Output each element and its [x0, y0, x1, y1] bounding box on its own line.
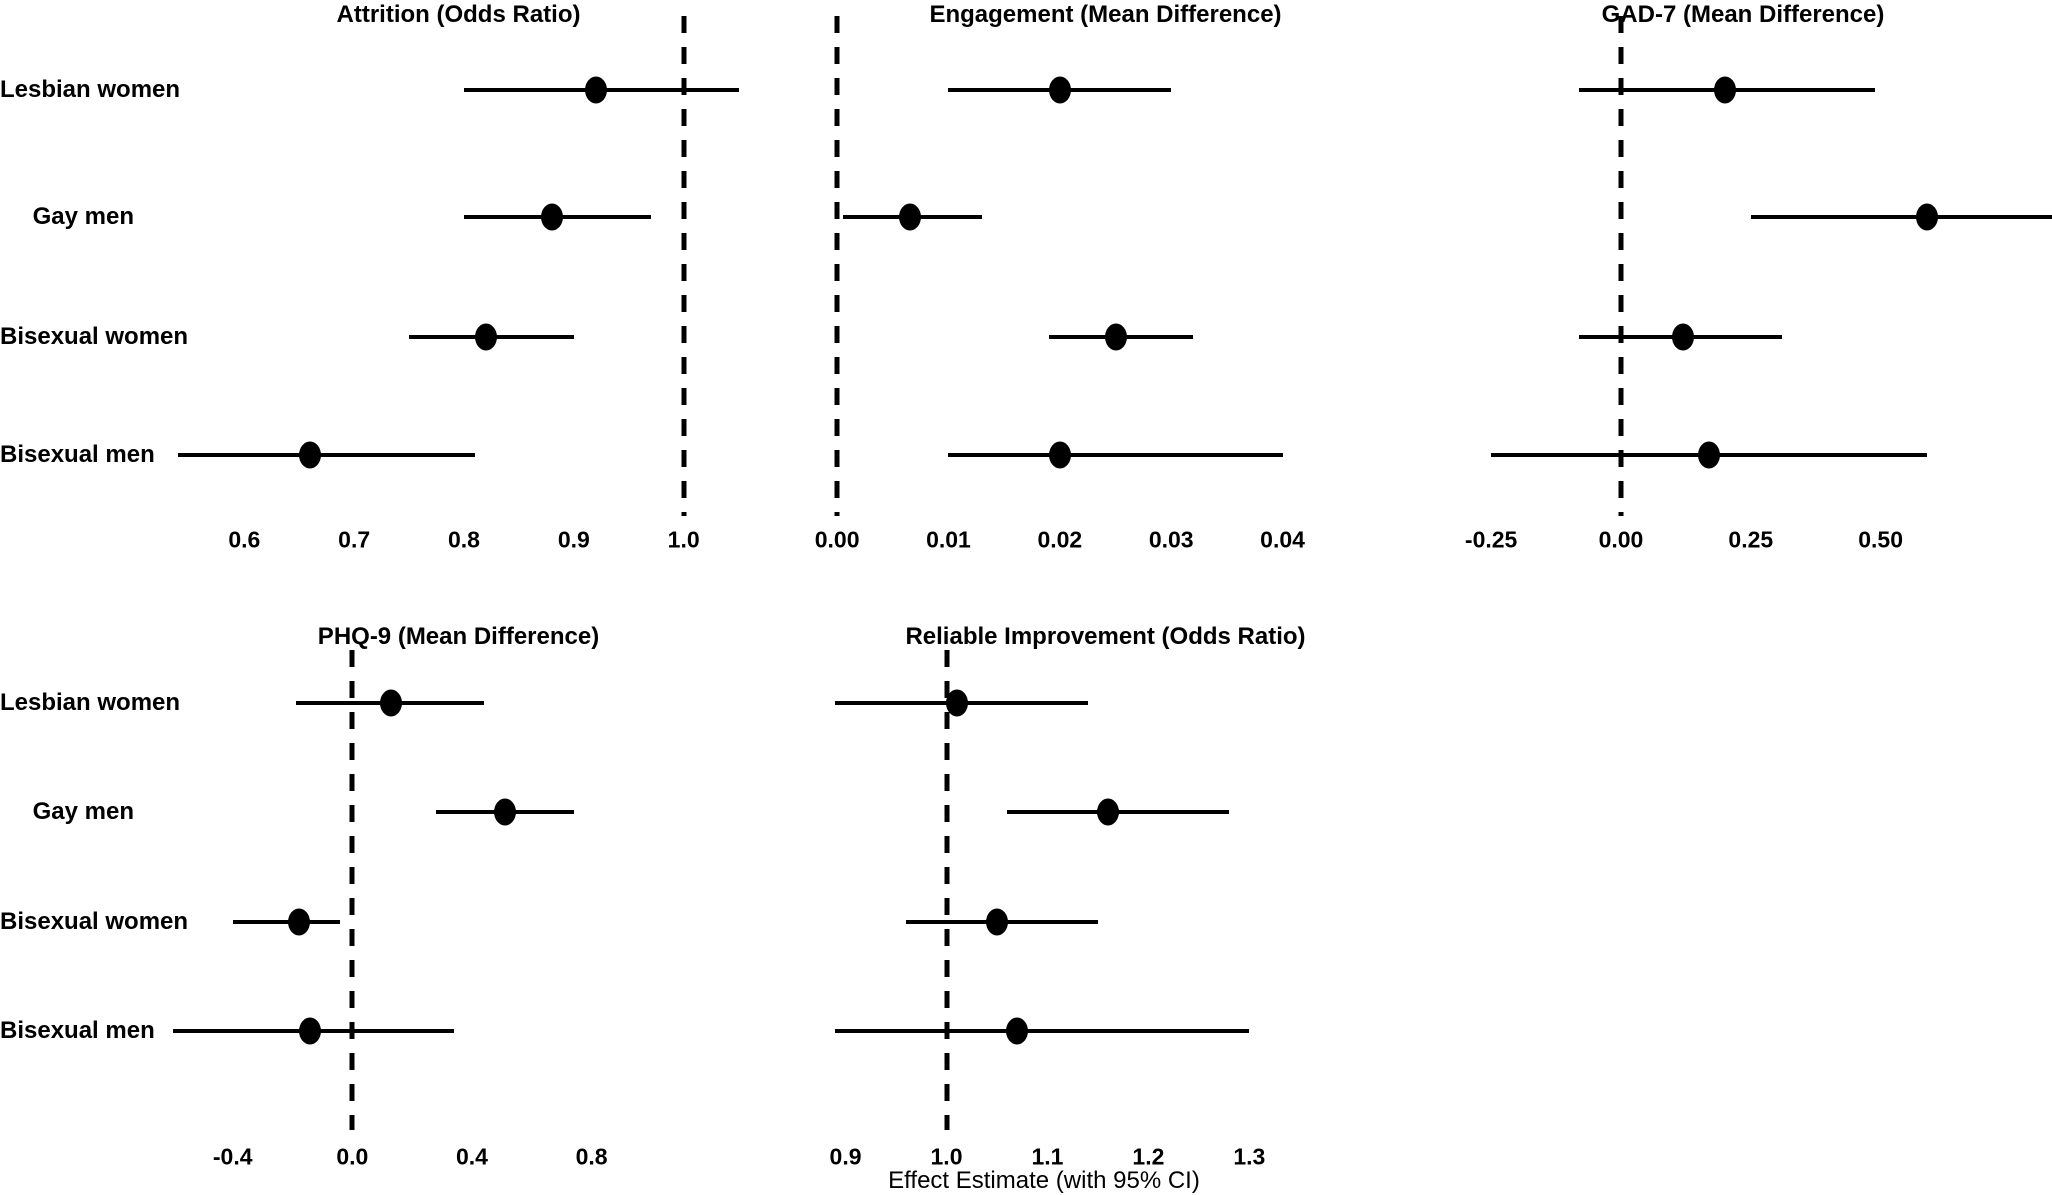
x-tick-label: 1.2 — [1132, 1143, 1165, 1170]
point-estimate-dot — [540, 203, 563, 231]
reference-line — [944, 650, 949, 1130]
point-estimate-dot — [898, 203, 921, 231]
point-estimate-dot — [287, 908, 310, 936]
x-tick-label: -0.4 — [212, 1143, 253, 1170]
reference-line — [681, 16, 687, 516]
x-tick-label: 1.1 — [1031, 1143, 1064, 1170]
x-tick-label: 0.00 — [1598, 526, 1644, 553]
panel-title: PHQ-9 (Mean Difference) — [317, 623, 600, 650]
group-label: Bisexual men — [0, 1017, 155, 1044]
reference-line — [834, 16, 840, 516]
panel-title: Attrition (Odds Ratio) — [336, 1, 581, 28]
point-estimate-dot — [945, 689, 968, 717]
reference-line — [1618, 16, 1624, 516]
x-tick-label: 1.0 — [667, 526, 700, 553]
point-estimate-dot — [1097, 798, 1120, 826]
x-tick-label: 0.6 — [228, 526, 261, 553]
confidence-interval-line — [232, 920, 341, 924]
reference-line — [349, 650, 355, 1130]
group-label: Lesbian women — [0, 689, 181, 716]
point-estimate-dot — [1672, 323, 1695, 351]
group-label: Gay men — [32, 798, 134, 825]
point-estimate-dot — [1006, 1017, 1029, 1045]
point-estimate-dot — [299, 1017, 322, 1045]
group-label: Lesbian women — [0, 76, 181, 103]
point-estimate-dot — [1048, 441, 1071, 469]
x-tick-label: 0.04 — [1260, 526, 1305, 553]
x-tick-label: 1.0 — [930, 1143, 963, 1170]
point-estimate-dot — [1713, 76, 1736, 104]
x-tick-label: 0.9 — [557, 526, 590, 553]
x-tick-label: 0.25 — [1728, 526, 1774, 553]
confidence-interval-line — [835, 1029, 1250, 1033]
x-axis-title: Effect Estimate (with 95% CI) — [888, 1167, 1200, 1194]
point-estimate-dot — [299, 441, 322, 469]
point-estimate-dot — [985, 908, 1008, 936]
x-tick-label: 0.01 — [926, 526, 971, 553]
group-label: Bisexual men — [0, 441, 155, 468]
x-tick-label: 0.7 — [338, 526, 371, 553]
x-tick-label: 0.8 — [575, 1143, 608, 1170]
point-estimate-dot — [584, 76, 607, 104]
x-tick-label: -0.25 — [1464, 526, 1518, 553]
group-label: Gay men — [32, 203, 134, 230]
x-tick-label: 0.8 — [447, 526, 480, 553]
x-tick-label: 0.03 — [1148, 526, 1194, 553]
point-estimate-dot — [1698, 441, 1721, 469]
panel-title: Reliable Improvement (Odds Ratio) — [905, 623, 1306, 650]
x-tick-label: 0.4 — [455, 1143, 488, 1170]
x-tick-label: 0.50 — [1858, 526, 1903, 553]
point-estimate-dot — [1048, 76, 1071, 104]
panel-title: GAD-7 (Mean Difference) — [1601, 1, 1885, 28]
point-estimate-dot — [1104, 323, 1127, 351]
x-tick-label: 1.3 — [1233, 1143, 1266, 1170]
x-tick-label: 0.00 — [814, 526, 860, 553]
point-estimate-dot — [380, 689, 403, 717]
group-label: Bisexual women — [0, 908, 189, 935]
point-estimate-dot — [474, 323, 497, 351]
point-estimate-dot — [493, 798, 516, 826]
x-tick-label: 0.9 — [829, 1143, 862, 1170]
x-tick-label: 0.0 — [336, 1143, 369, 1170]
group-label: Bisexual women — [0, 323, 189, 350]
x-tick-label: 0.02 — [1037, 526, 1083, 553]
confidence-interval-line — [178, 453, 475, 457]
confidence-interval-line — [1750, 215, 2052, 219]
confidence-interval-line — [948, 453, 1283, 457]
panel-title: Engagement (Mean Difference) — [929, 1, 1282, 28]
point-estimate-dot — [1916, 203, 1939, 231]
